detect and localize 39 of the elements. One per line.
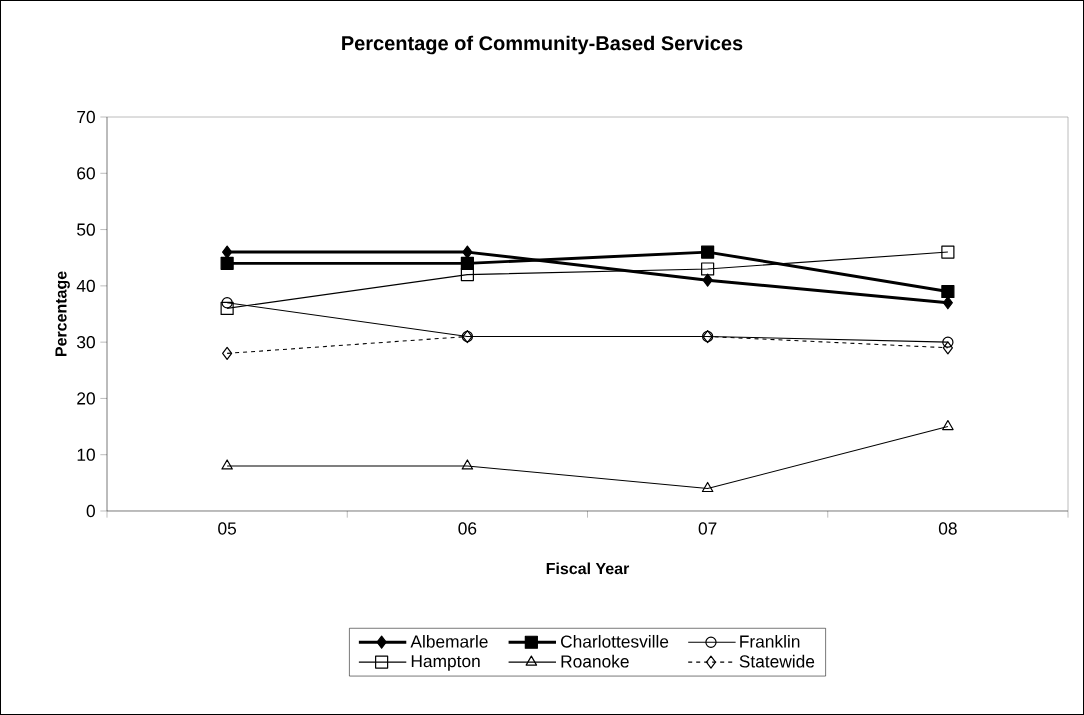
y-tick-label: 30: [77, 336, 95, 349]
y-tick-label: 70: [77, 110, 95, 124]
x-axis-title: Fiscal Year: [546, 562, 630, 575]
point: [220, 301, 234, 315]
x-tick-label: 05: [218, 522, 237, 535]
point: [222, 346, 233, 360]
point: [462, 245, 473, 259]
y-axis-title: Percentage: [55, 271, 70, 357]
point: [942, 419, 954, 431]
y-tick-label: 20: [77, 392, 95, 405]
y-tick-label: 0: [86, 504, 95, 518]
point: [222, 245, 233, 259]
x-tick-label: 07: [698, 522, 717, 535]
point: [942, 336, 954, 348]
point: [221, 297, 233, 309]
point: [220, 256, 234, 270]
point: [701, 262, 715, 276]
legend-label: Roanoke: [561, 654, 629, 668]
legend-label: Albemarle: [410, 634, 488, 648]
point: [941, 284, 955, 299]
x-tick-label: 08: [938, 522, 957, 535]
legend-label: Franklin: [740, 634, 800, 648]
legend-label: Hampton: [411, 655, 480, 671]
point: [942, 296, 953, 310]
legend-label: Charlottesville: [561, 634, 669, 648]
point: [461, 459, 474, 470]
legend-label: Statewide: [739, 654, 815, 668]
point: [460, 268, 474, 282]
point: [941, 245, 955, 259]
x-tick-label: 06: [458, 522, 477, 535]
point: [701, 245, 715, 259]
y-tick-label: 50: [77, 223, 95, 236]
point: [221, 459, 233, 470]
chart-title: Percentage of Community-Based Services: [342, 35, 743, 55]
y-tick-label: 40: [76, 279, 95, 292]
point: [702, 273, 713, 287]
y-tick-label: 60: [77, 167, 95, 180]
point: [701, 481, 714, 493]
y-tick-label: 10: [77, 448, 95, 461]
